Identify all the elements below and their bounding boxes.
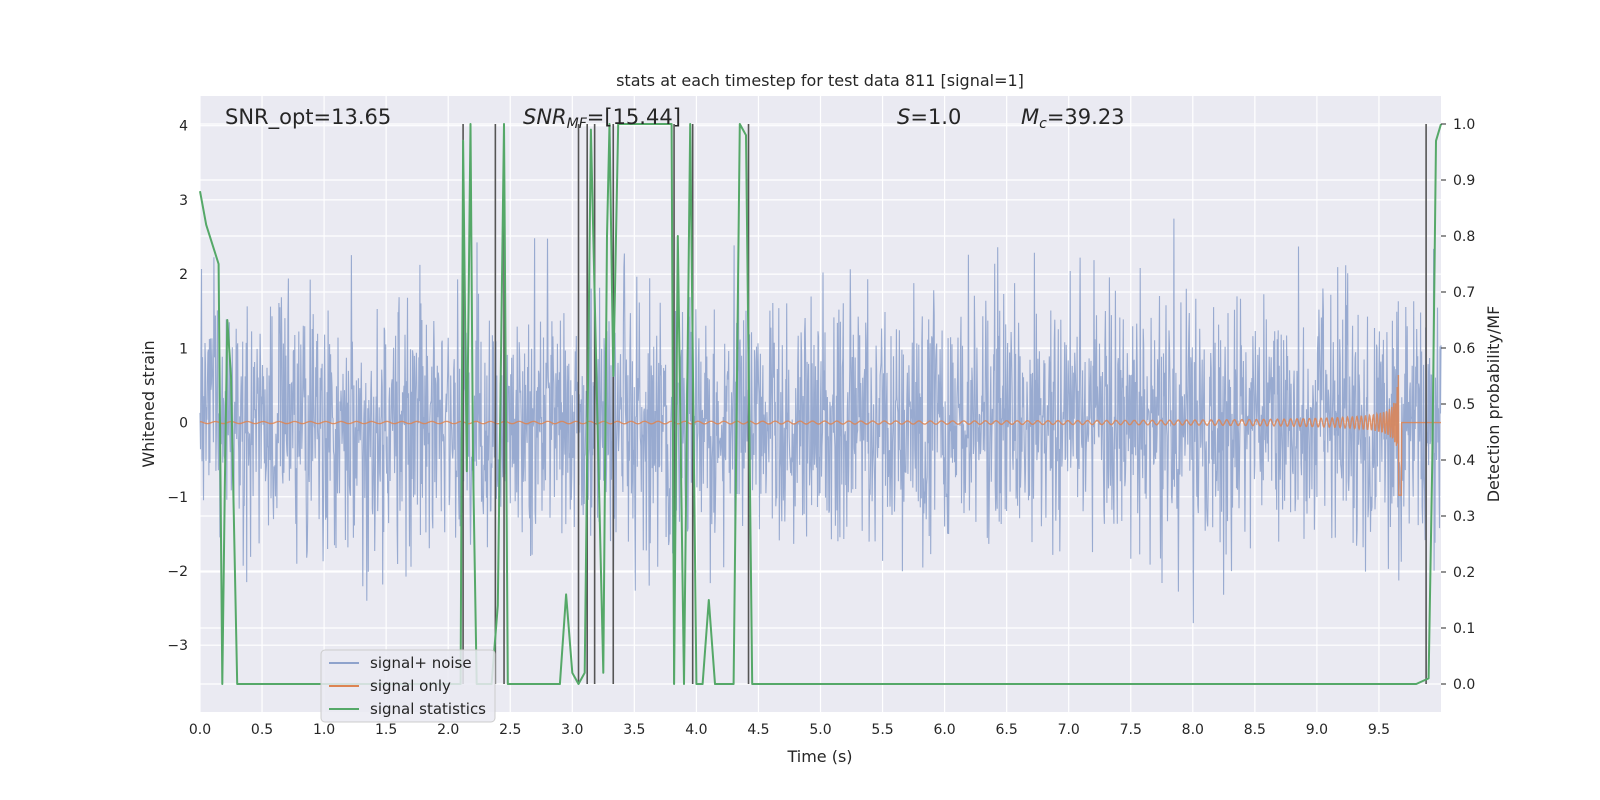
x-tick-label: 8.5 bbox=[1244, 722, 1266, 738]
y-tick-label: −2 bbox=[167, 564, 188, 580]
x-tick-label: 8.0 bbox=[1182, 722, 1204, 738]
y-tick-label: 1 bbox=[179, 341, 188, 357]
x-tick-label: 2.5 bbox=[499, 722, 521, 738]
signal-only-series bbox=[199, 374, 1441, 496]
x-tick-label: 7.5 bbox=[1120, 722, 1142, 738]
y-axis-label: Whitened strain bbox=[139, 340, 158, 467]
x-tick-label: 3.0 bbox=[561, 722, 583, 738]
x-tick-label: 1.5 bbox=[375, 722, 397, 738]
y-tick-label: 0 bbox=[179, 416, 188, 432]
signal-noise-series bbox=[199, 218, 1442, 624]
y2-tick-label: 0.7 bbox=[1453, 285, 1475, 301]
y2-tick-label: 0.8 bbox=[1453, 229, 1475, 245]
x-tick-label: 2.0 bbox=[437, 722, 459, 738]
y-axis-ticks: −3 −2 −1 0 1 2 3 4 bbox=[167, 119, 188, 655]
x-tick-label: 0.0 bbox=[189, 722, 211, 738]
s-label: S bbox=[897, 105, 910, 129]
y2-tick-label: 0.5 bbox=[1453, 397, 1475, 413]
y-tick-label: −1 bbox=[167, 490, 188, 506]
y2-tick-label: 0.9 bbox=[1453, 173, 1475, 189]
signal-only-line bbox=[199, 374, 1441, 496]
y2-tick-label: 0.2 bbox=[1453, 565, 1475, 581]
y2-tick-label: 1.0 bbox=[1453, 117, 1475, 133]
y2-tick-label: 0.4 bbox=[1453, 453, 1475, 469]
mc-sub: c bbox=[1039, 116, 1047, 132]
annotation-snr-mf: SNRMF=[15.44] bbox=[523, 105, 681, 132]
annotation-s: S=1.0 bbox=[897, 105, 961, 129]
y2-axis-label: Detection probability/MF bbox=[1484, 306, 1503, 503]
y2-tick-label: 0.6 bbox=[1453, 341, 1475, 357]
y-tick-label: −3 bbox=[167, 638, 188, 654]
legend-label-signal-statistics: signal statistics bbox=[370, 700, 486, 718]
x-tick-label: 3.5 bbox=[623, 722, 645, 738]
legend-box bbox=[320, 649, 496, 723]
y-tick-label: 4 bbox=[179, 119, 188, 135]
y2-axis-ticks: 0.0 0.1 0.2 0.3 0.4 0.5 0.6 0.7 0.8 0.9 1.0 bbox=[1441, 117, 1475, 693]
chart-title: stats at each timestep for test data 811… bbox=[616, 71, 1024, 90]
x-axis-ticks: 0.0 0.5 1.0 1.5 2.0 2.5 3.0 3.5 4.0 4.5 5.0 5.5 6.0 6… bbox=[189, 722, 1390, 738]
x-tick-label: 5.5 bbox=[871, 722, 893, 738]
annotation-snr-opt: SNR_opt=13.65 bbox=[225, 105, 391, 130]
y-tick-label: 2 bbox=[179, 267, 188, 283]
signal-statistics-series bbox=[199, 123, 1442, 685]
legend-label-signal-only: signal only bbox=[370, 677, 451, 695]
x-tick-label: 7.0 bbox=[1058, 722, 1080, 738]
x-tick-label: 4.0 bbox=[685, 722, 707, 738]
x-axis-label: Time (s) bbox=[786, 747, 852, 766]
s-value: =1.0 bbox=[910, 105, 961, 129]
legend-label-signal-noise: signal+ noise bbox=[370, 654, 472, 672]
mc-label: M bbox=[1021, 105, 1039, 129]
x-tick-label: 9.0 bbox=[1306, 722, 1328, 738]
y2-tick-label: 0.0 bbox=[1453, 677, 1475, 693]
x-tick-label: 6.5 bbox=[996, 722, 1018, 738]
legend: signal+ noise signal only signal statist… bbox=[320, 649, 496, 723]
snr-mf-sub: MF bbox=[567, 116, 588, 132]
x-tick-label: 5.0 bbox=[809, 722, 831, 738]
snr-mf-label: SNR bbox=[523, 105, 567, 129]
y-tick-label: 3 bbox=[179, 193, 188, 209]
x-tick-label: 6.0 bbox=[933, 722, 955, 738]
x-tick-label: 0.5 bbox=[251, 722, 273, 738]
y2-tick-label: 0.1 bbox=[1453, 621, 1475, 637]
signal-statistics-line bbox=[199, 123, 1442, 685]
annotation-mc: Mc=39.23 bbox=[1021, 105, 1125, 132]
x-tick-label: 9.5 bbox=[1368, 722, 1390, 738]
y2-tick-label: 0.3 bbox=[1453, 509, 1475, 525]
snr-mf-value: =[15.44] bbox=[587, 105, 681, 129]
x-tick-label: 1.0 bbox=[313, 722, 335, 738]
mc-value: =39.23 bbox=[1047, 105, 1125, 129]
x-tick-label: 4.5 bbox=[747, 722, 769, 738]
signal-noise-line bbox=[199, 218, 1442, 624]
